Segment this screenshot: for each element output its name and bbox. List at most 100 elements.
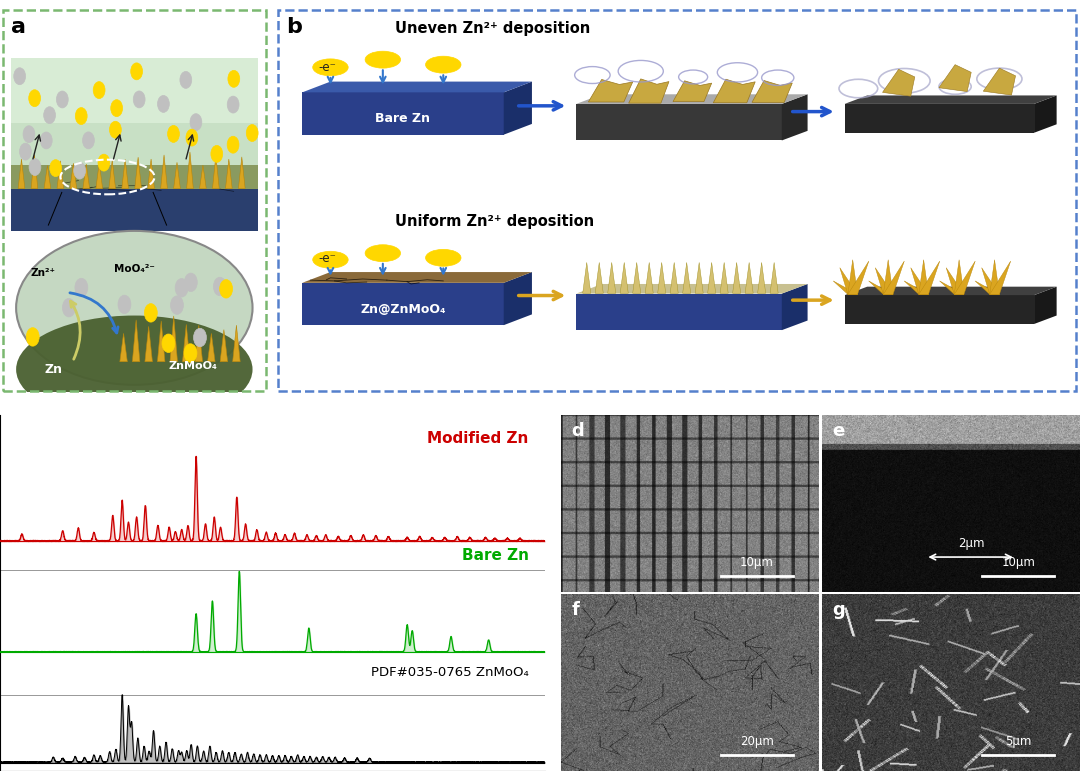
Polygon shape xyxy=(31,154,38,189)
Circle shape xyxy=(313,251,348,268)
Polygon shape xyxy=(158,321,165,362)
Polygon shape xyxy=(975,281,999,295)
Circle shape xyxy=(98,154,110,171)
Polygon shape xyxy=(577,294,782,330)
Polygon shape xyxy=(840,268,858,295)
Polygon shape xyxy=(583,262,591,293)
Polygon shape xyxy=(919,261,940,295)
Polygon shape xyxy=(213,155,219,189)
Polygon shape xyxy=(633,262,640,293)
Polygon shape xyxy=(1034,96,1056,133)
Polygon shape xyxy=(620,262,629,293)
Polygon shape xyxy=(782,284,808,330)
Text: b: b xyxy=(286,17,302,37)
Polygon shape xyxy=(133,320,140,362)
Polygon shape xyxy=(629,79,669,103)
Polygon shape xyxy=(845,295,1034,324)
Text: Zn: Zn xyxy=(44,363,63,376)
Polygon shape xyxy=(44,166,51,189)
Polygon shape xyxy=(183,325,190,362)
Circle shape xyxy=(40,132,52,149)
Text: Bare Zn: Bare Zn xyxy=(376,112,431,125)
Circle shape xyxy=(50,160,62,177)
Polygon shape xyxy=(696,262,703,293)
Polygon shape xyxy=(910,268,929,295)
Polygon shape xyxy=(875,268,893,295)
Circle shape xyxy=(111,99,122,116)
Polygon shape xyxy=(955,260,964,295)
Polygon shape xyxy=(919,260,929,295)
Circle shape xyxy=(190,113,202,130)
Circle shape xyxy=(167,126,179,143)
Circle shape xyxy=(73,162,85,179)
Polygon shape xyxy=(302,82,532,93)
Polygon shape xyxy=(713,79,755,103)
Polygon shape xyxy=(845,104,1034,133)
Circle shape xyxy=(158,96,170,113)
Text: f: f xyxy=(571,601,579,619)
Circle shape xyxy=(184,344,197,362)
Bar xyxy=(11,189,258,231)
Polygon shape xyxy=(57,161,64,189)
Circle shape xyxy=(43,106,55,123)
Circle shape xyxy=(219,280,232,298)
Circle shape xyxy=(211,146,222,163)
Circle shape xyxy=(29,89,41,106)
Polygon shape xyxy=(983,68,1015,95)
Polygon shape xyxy=(883,260,893,295)
Circle shape xyxy=(14,68,26,85)
Text: 20μm: 20μm xyxy=(740,735,773,748)
Polygon shape xyxy=(745,262,753,293)
Text: 10μm: 10μm xyxy=(740,556,773,568)
Circle shape xyxy=(93,82,105,99)
Polygon shape xyxy=(939,65,971,92)
Polygon shape xyxy=(904,281,929,295)
Text: 10μm: 10μm xyxy=(1001,556,1035,568)
Text: 5μm: 5μm xyxy=(1005,735,1031,748)
Polygon shape xyxy=(883,261,904,295)
Polygon shape xyxy=(18,159,25,189)
Polygon shape xyxy=(503,272,532,325)
Polygon shape xyxy=(848,261,868,295)
Circle shape xyxy=(185,273,198,291)
Text: 2μm: 2μm xyxy=(959,537,985,550)
Text: a: a xyxy=(11,17,26,37)
Polygon shape xyxy=(148,159,154,189)
Polygon shape xyxy=(848,260,858,295)
Polygon shape xyxy=(645,262,653,293)
Circle shape xyxy=(131,63,143,80)
Text: Uneven Zn²⁺ deposition: Uneven Zn²⁺ deposition xyxy=(395,21,590,36)
Text: e: e xyxy=(833,422,845,439)
Polygon shape xyxy=(752,80,793,103)
Circle shape xyxy=(23,126,35,143)
Polygon shape xyxy=(770,262,779,293)
Circle shape xyxy=(63,298,76,317)
Polygon shape xyxy=(589,79,633,102)
Circle shape xyxy=(133,91,145,108)
Circle shape xyxy=(75,278,87,297)
Polygon shape xyxy=(673,81,712,102)
Circle shape xyxy=(180,72,192,89)
Circle shape xyxy=(365,51,401,68)
Polygon shape xyxy=(96,163,103,189)
Circle shape xyxy=(26,328,39,346)
Polygon shape xyxy=(982,268,999,295)
Polygon shape xyxy=(989,261,1011,295)
Polygon shape xyxy=(845,96,1056,104)
Ellipse shape xyxy=(16,315,253,423)
Text: Zn²⁺: Zn²⁺ xyxy=(30,268,55,278)
Circle shape xyxy=(426,56,461,73)
Text: Uniform Zn²⁺ deposition: Uniform Zn²⁺ deposition xyxy=(395,214,594,228)
Polygon shape xyxy=(232,325,240,362)
Polygon shape xyxy=(239,157,245,189)
Polygon shape xyxy=(577,104,782,140)
Polygon shape xyxy=(1034,287,1056,324)
Circle shape xyxy=(227,96,239,113)
Polygon shape xyxy=(577,284,808,294)
Text: d: d xyxy=(571,422,584,439)
Circle shape xyxy=(76,108,87,125)
Polygon shape xyxy=(83,164,90,189)
Text: g: g xyxy=(833,601,846,619)
Circle shape xyxy=(82,132,94,149)
Polygon shape xyxy=(226,159,232,189)
